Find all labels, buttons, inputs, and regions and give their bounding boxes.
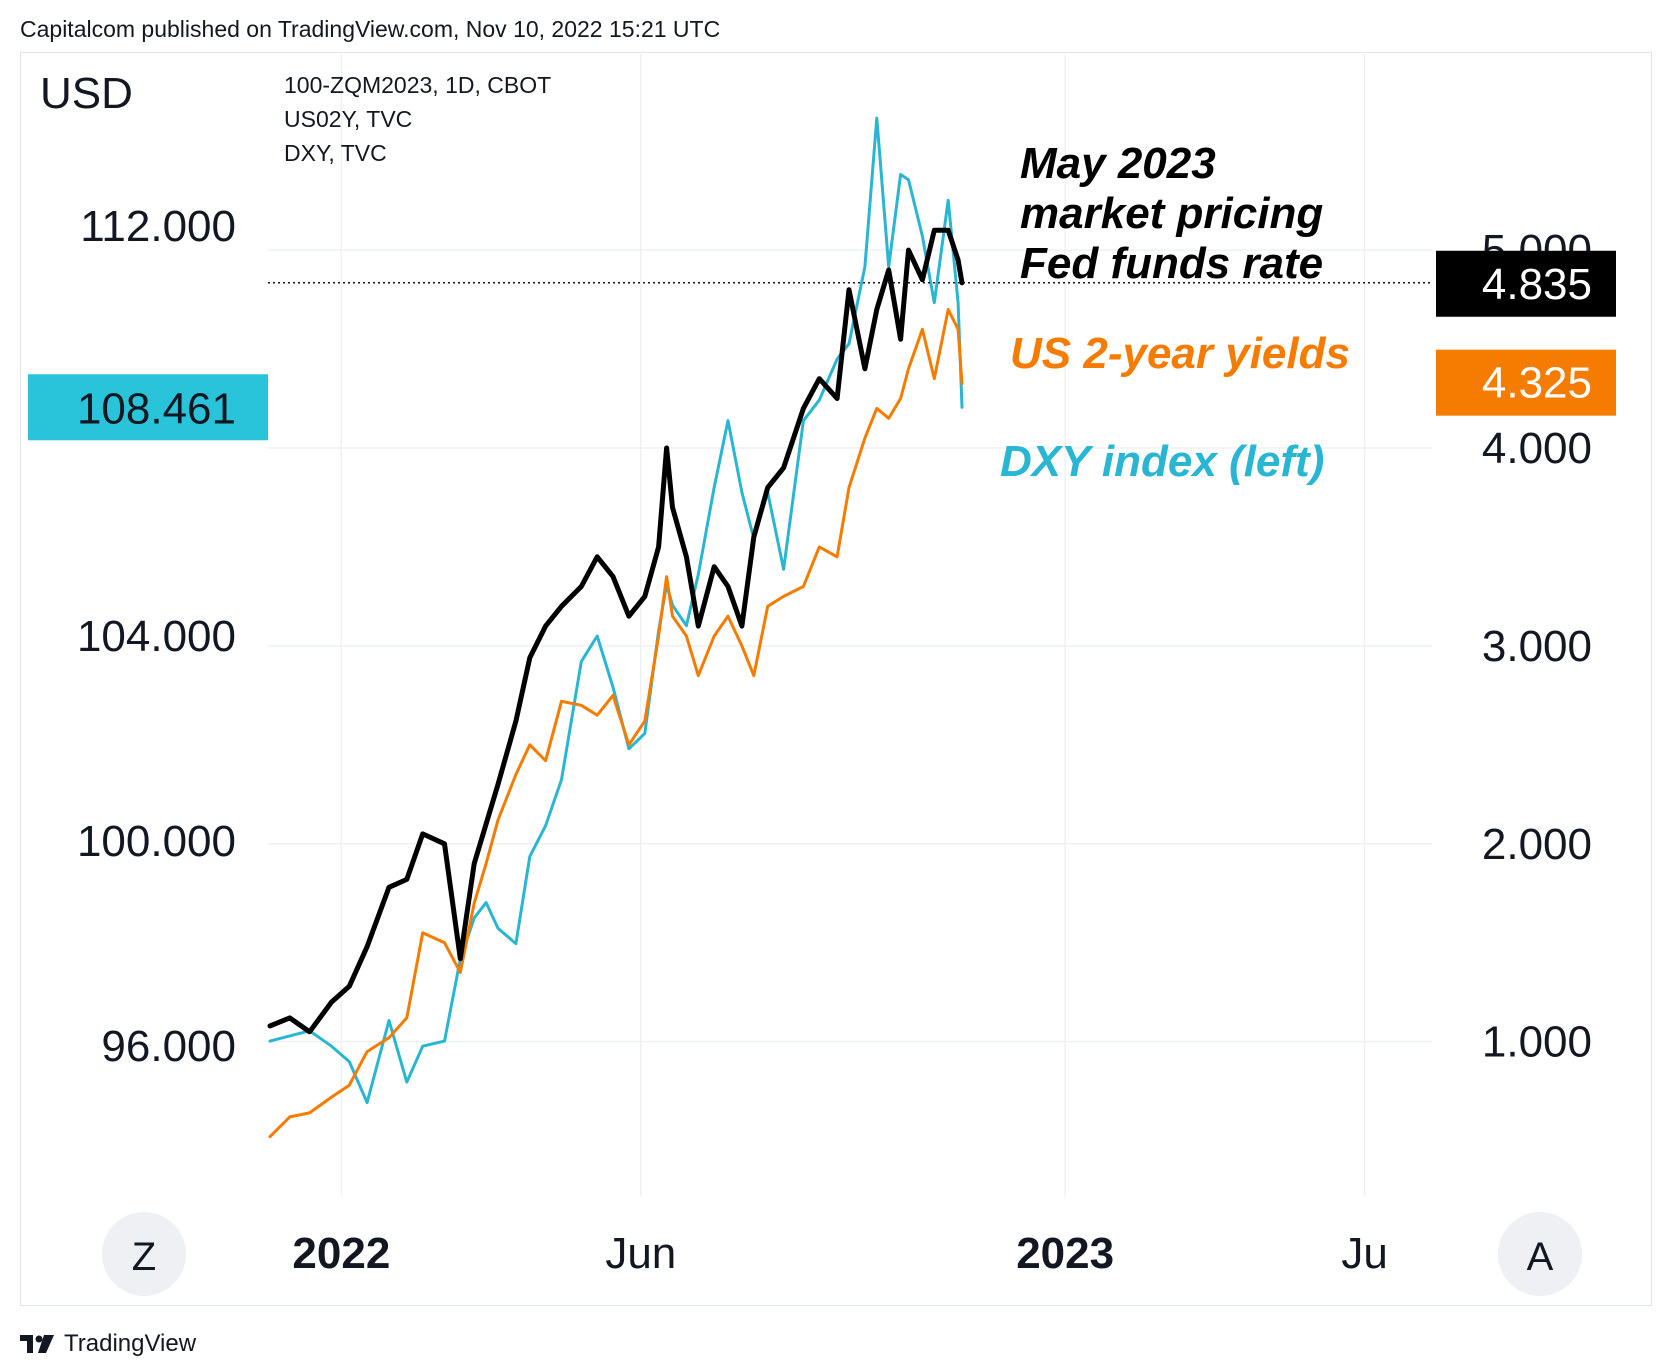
right-tick-label: 3.000 — [1482, 622, 1592, 671]
fed-annotation-line: market pricing — [1020, 189, 1323, 238]
zoom-button-label: Z — [132, 1235, 156, 1279]
x-tick-label: Jun — [605, 1229, 676, 1278]
dxy-last-value-label: 108.461 — [77, 384, 236, 433]
left-axis-currency: USD — [40, 69, 133, 118]
series-line-1[interactable] — [268, 308, 964, 1139]
footer-brand: TradingView — [64, 1330, 197, 1357]
x-tick-label: Ju — [1341, 1229, 1387, 1278]
left-tick-label: 112.000 — [80, 202, 236, 251]
tradingview-logo-icon — [20, 1335, 54, 1353]
right-tick-label: 2.000 — [1482, 820, 1592, 869]
published-caption: Capitalcom published on TradingView.com,… — [20, 16, 721, 42]
series-line-2[interactable] — [268, 116, 964, 1105]
legend-line: 100-ZQM2023, 1D, CBOT — [284, 72, 551, 98]
zoom-button[interactable] — [102, 1212, 186, 1296]
left-tick-label: 100.000 — [77, 817, 236, 866]
chart-frame — [20, 52, 1652, 1306]
x-tick-label: 2022 — [292, 1229, 390, 1278]
fed-annotation-line: Fed funds rate — [1020, 239, 1323, 288]
left-tick-label: 96.000 — [101, 1022, 236, 1071]
auto-scale-button-label: A — [1527, 1235, 1554, 1279]
series-line-0[interactable] — [267, 227, 965, 1035]
dxy-last-value-badge — [28, 374, 268, 441]
x-tick-label: 2023 — [1016, 1229, 1114, 1278]
right-tick-label: 4.000 — [1482, 424, 1592, 473]
dxy-annotation: DXY index (left) — [1000, 437, 1324, 486]
legend-line: US02Y, TVC — [284, 106, 412, 132]
yields-last-value-label: 4.325 — [1482, 359, 1592, 408]
left-tick-label: 104.000 — [77, 612, 236, 661]
footer: TradingView — [20, 1330, 196, 1358]
legend-line: DXY, TVC — [284, 140, 387, 166]
fed-last-value-badge — [1436, 250, 1616, 317]
fed-annotation-line: May 2023 — [1020, 139, 1216, 188]
yields-last-value-badge — [1436, 349, 1616, 416]
auto-scale-button[interactable] — [1498, 1212, 1582, 1296]
fed-last-value-label: 4.835 — [1482, 260, 1592, 309]
right-tick-label: 1.000 — [1482, 1018, 1592, 1067]
yields-annotation: US 2-year yields — [1010, 329, 1350, 378]
